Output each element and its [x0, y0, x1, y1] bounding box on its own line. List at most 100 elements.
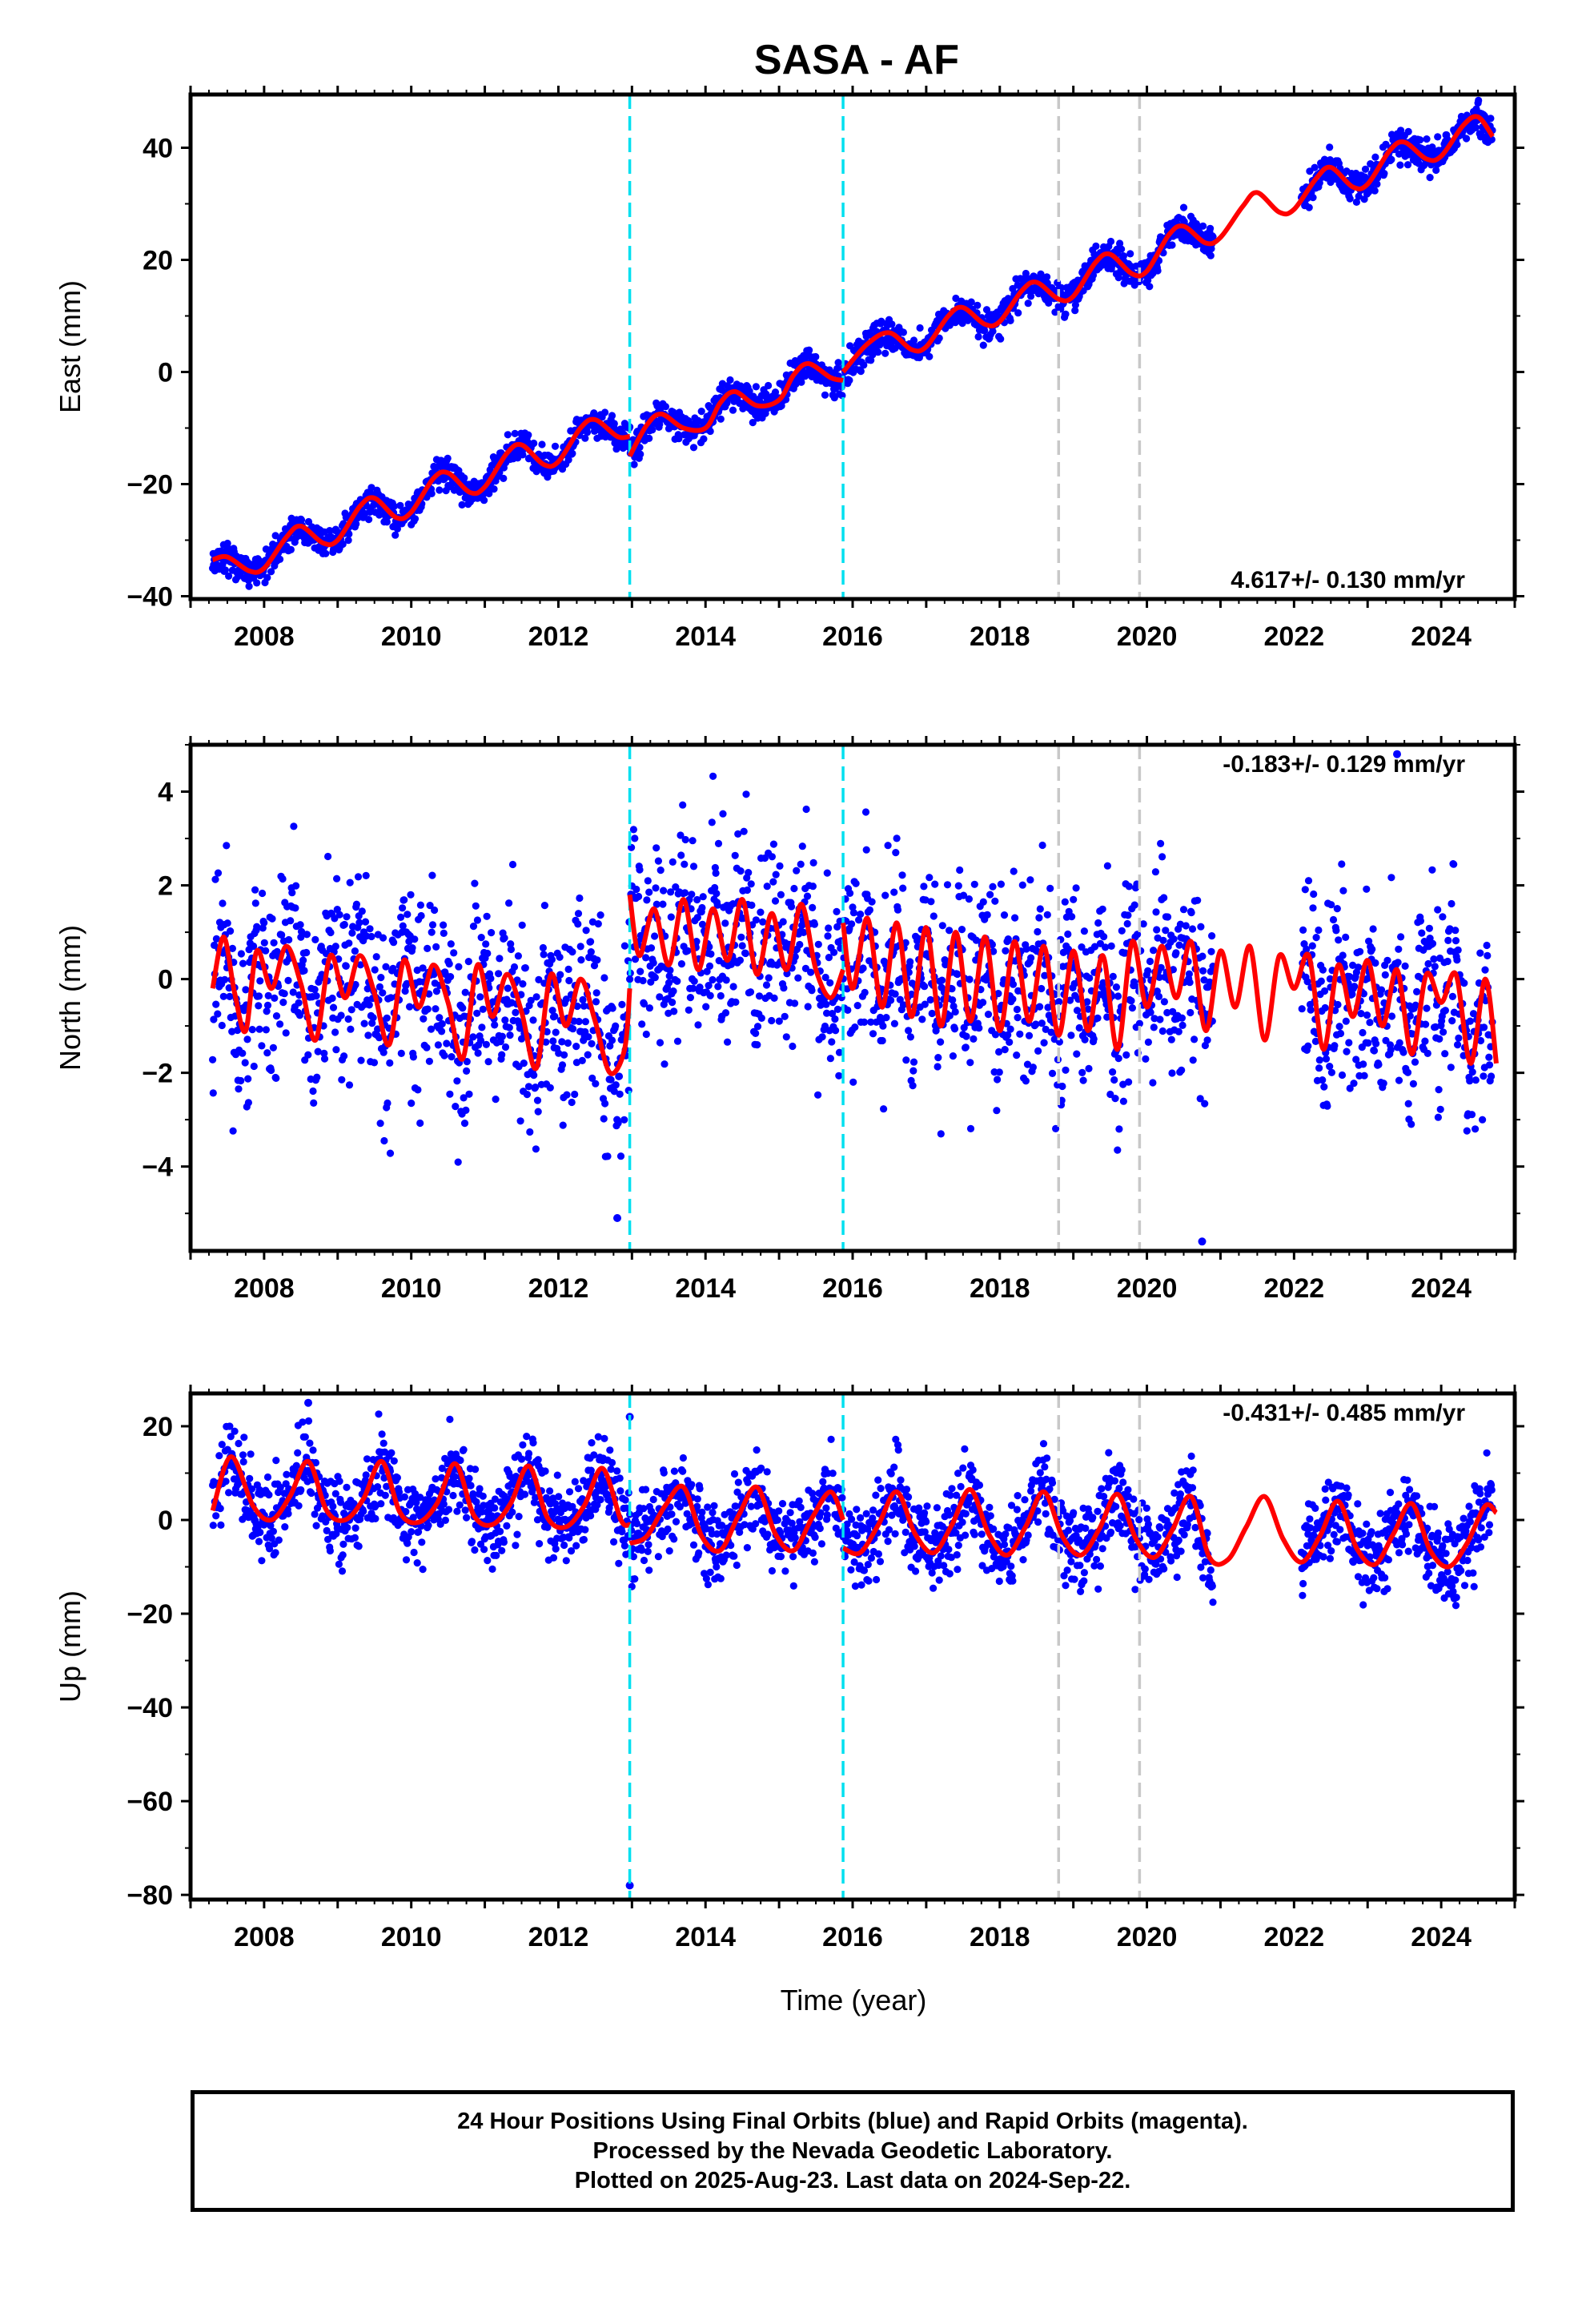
data-point	[251, 886, 259, 894]
data-point	[954, 882, 962, 890]
x-tick-label: 2010	[381, 1273, 442, 1304]
data-point	[1110, 1076, 1118, 1084]
data-point	[865, 906, 873, 914]
data-point	[828, 1010, 837, 1018]
data-point	[1466, 1017, 1474, 1025]
data-point	[780, 984, 788, 992]
data-point	[276, 555, 284, 564]
x-tick-label: 2014	[675, 621, 736, 652]
data-point	[967, 298, 975, 306]
data-point	[312, 1522, 320, 1530]
data-point	[949, 1052, 957, 1060]
data-point	[698, 903, 706, 912]
data-point	[656, 993, 664, 1001]
data-point	[1090, 1035, 1098, 1043]
data-point	[1078, 1068, 1086, 1076]
data-point	[804, 1003, 812, 1011]
data-point	[1327, 901, 1335, 909]
data-point	[461, 988, 469, 996]
data-point	[1041, 971, 1049, 979]
data-point	[950, 1025, 959, 1033]
data-point	[543, 1027, 551, 1035]
x-tick-label: 2024	[1411, 1273, 1472, 1304]
data-point	[1447, 1063, 1455, 1072]
data-point	[532, 1084, 540, 1092]
data-point	[255, 992, 263, 1000]
data-point	[417, 911, 425, 920]
data-point	[1178, 1066, 1186, 1074]
data-point	[291, 904, 299, 912]
data-point	[1441, 1007, 1449, 1015]
data-point	[1472, 1125, 1480, 1133]
data-point	[868, 898, 876, 906]
data-point	[1160, 894, 1168, 902]
data-point	[743, 886, 752, 895]
data-point	[1350, 1080, 1358, 1088]
data-point	[768, 853, 777, 861]
data-point	[1360, 1072, 1368, 1080]
data-point	[511, 429, 519, 438]
data-point	[950, 1002, 958, 1011]
data-point	[888, 320, 896, 328]
data-point	[476, 1036, 485, 1044]
data-point	[210, 1015, 218, 1023]
data-point	[1460, 979, 1468, 987]
data-point	[1319, 966, 1327, 974]
data-point	[1335, 936, 1343, 944]
data-point	[1480, 1072, 1488, 1080]
data-point	[828, 1038, 836, 1046]
data-point	[632, 885, 640, 894]
data-point	[606, 1042, 614, 1050]
data-point	[642, 954, 650, 962]
data-point	[859, 964, 867, 972]
data-point	[928, 1009, 936, 1018]
data-point	[677, 831, 685, 839]
data-point	[1431, 963, 1439, 971]
data-point	[304, 1417, 313, 1425]
data-point	[1186, 1008, 1195, 1017]
data-point	[272, 1012, 281, 1020]
data-point	[369, 1014, 377, 1022]
data-point	[699, 893, 707, 901]
data-point	[1016, 1030, 1024, 1038]
data-point	[501, 1016, 509, 1024]
data-point	[428, 921, 437, 929]
data-point	[258, 1042, 266, 1050]
data-point	[288, 889, 296, 897]
data-point	[1134, 931, 1142, 939]
data-point	[1172, 949, 1180, 957]
data-point	[845, 376, 853, 384]
data-point	[1329, 915, 1338, 924]
data-point	[452, 1103, 460, 1111]
data-point	[221, 975, 229, 983]
data-point	[409, 1053, 417, 1061]
data-point	[1301, 886, 1309, 894]
data-point	[576, 894, 584, 903]
data-point	[1439, 913, 1447, 921]
data-point	[538, 440, 546, 448]
data-point	[1454, 1041, 1462, 1049]
data-point	[616, 1152, 625, 1160]
data-point	[848, 920, 856, 928]
data-point	[669, 999, 677, 1007]
data-point	[432, 943, 440, 951]
data-point	[918, 1015, 926, 1023]
data-point	[564, 456, 572, 464]
data-point	[534, 1108, 542, 1116]
data-point	[340, 920, 348, 929]
data-point	[1178, 1021, 1186, 1029]
data-point	[565, 976, 573, 985]
data-point	[399, 904, 407, 912]
data-point	[427, 1025, 436, 1033]
data-point	[862, 846, 870, 854]
data-point	[1472, 123, 1480, 131]
data-point	[1335, 1023, 1343, 1031]
data-point	[643, 896, 651, 904]
data-point	[345, 939, 353, 947]
data-point	[812, 352, 820, 361]
data-point	[970, 880, 978, 888]
data-point	[608, 1036, 616, 1044]
data-point	[279, 875, 287, 883]
data-point	[667, 913, 675, 921]
data-point	[706, 991, 714, 999]
